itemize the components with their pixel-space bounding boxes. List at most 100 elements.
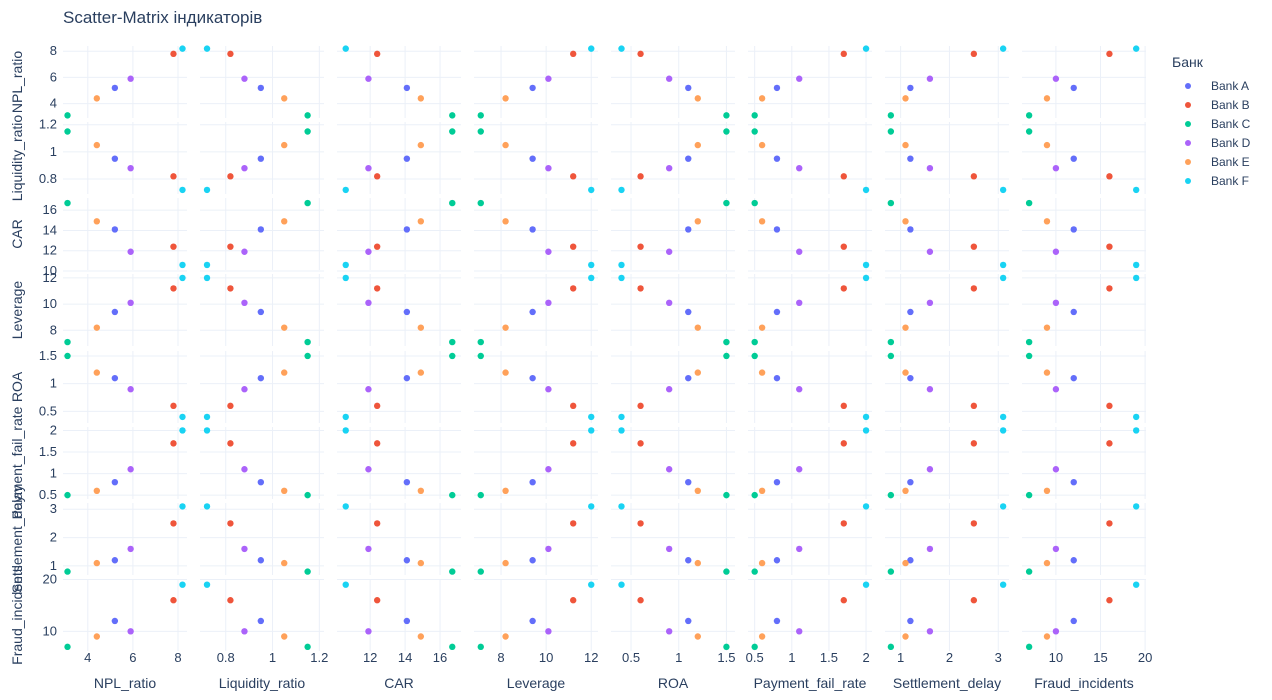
panel-Payment_fail_rate-vs-ROA[interactable] (611, 427, 735, 499)
point-bank-c[interactable] (449, 128, 456, 135)
point-bank-d[interactable] (1052, 386, 1060, 393)
point-bank-a[interactable] (907, 155, 914, 162)
point-bank-f[interactable] (203, 413, 211, 421)
panel-Liquidity_ratio-vs-Liquidity_ratio[interactable] (200, 122, 324, 194)
point-bank-a[interactable] (111, 84, 119, 92)
panel-Liquidity_ratio-vs-CAR[interactable] (337, 122, 461, 194)
point-bank-e[interactable] (502, 218, 509, 225)
point-bank-c[interactable] (887, 338, 895, 346)
point-bank-e[interactable] (281, 218, 288, 225)
point-bank-b[interactable] (570, 597, 577, 604)
point-bank-f[interactable] (179, 427, 186, 434)
point-bank-d[interactable] (796, 248, 803, 255)
point-bank-d[interactable] (127, 628, 134, 635)
point-bank-c[interactable] (304, 199, 311, 207)
point-bank-d[interactable] (926, 164, 934, 172)
point-bank-a[interactable] (773, 308, 781, 316)
point-bank-f[interactable] (588, 261, 595, 269)
point-bank-b[interactable] (227, 597, 234, 604)
point-bank-b[interactable] (970, 50, 978, 58)
point-bank-c[interactable] (477, 643, 484, 651)
point-bank-b[interactable] (637, 520, 644, 527)
point-bank-e[interactable] (758, 324, 766, 331)
point-bank-e[interactable] (93, 324, 101, 331)
point-bank-f[interactable] (999, 503, 1007, 510)
panel-ROA-vs-CAR[interactable] (337, 351, 461, 423)
point-bank-b[interactable] (840, 597, 847, 604)
point-bank-b[interactable] (227, 402, 234, 410)
point-bank-c[interactable] (477, 199, 484, 207)
point-bank-f[interactable] (618, 261, 625, 269)
point-bank-a[interactable] (257, 374, 265, 382)
point-bank-d[interactable] (545, 628, 552, 635)
panel-NPL_ratio-vs-NPL_ratio[interactable] (63, 45, 187, 119)
point-bank-b[interactable] (373, 50, 381, 58)
point-bank-b[interactable] (170, 597, 177, 604)
point-bank-a[interactable] (907, 226, 914, 233)
point-bank-c[interactable] (477, 568, 484, 575)
point-bank-e[interactable] (902, 369, 909, 376)
point-bank-d[interactable] (127, 386, 134, 393)
point-bank-a[interactable] (685, 374, 692, 382)
panel-Fraud_incidents-vs-ROA[interactable] (611, 579, 735, 651)
point-bank-d[interactable] (1052, 75, 1060, 82)
point-bank-a[interactable] (257, 155, 265, 162)
point-bank-f[interactable] (862, 581, 870, 588)
point-bank-b[interactable] (170, 285, 177, 292)
point-bank-f[interactable] (618, 45, 625, 52)
point-bank-b[interactable] (227, 50, 234, 58)
point-bank-a[interactable] (257, 557, 265, 564)
point-bank-b[interactable] (970, 173, 978, 180)
point-bank-e[interactable] (902, 218, 909, 225)
panel-Leverage-vs-Leverage[interactable] (474, 274, 598, 346)
panel-CAR-vs-Leverage[interactable] (474, 198, 598, 272)
point-bank-c[interactable] (304, 491, 311, 499)
point-bank-e[interactable] (502, 559, 509, 567)
point-bank-b[interactable] (637, 285, 644, 292)
panel-Settlement_delay-vs-Payment_fail_rate[interactable] (748, 503, 872, 575)
point-bank-b[interactable] (840, 440, 847, 447)
panel-Settlement_delay-vs-NPL_ratio[interactable] (63, 503, 187, 575)
point-bank-a[interactable] (529, 557, 536, 564)
point-bank-b[interactable] (637, 173, 644, 180)
point-bank-f[interactable] (618, 503, 625, 510)
point-bank-d[interactable] (926, 75, 934, 82)
point-bank-f[interactable] (179, 45, 186, 52)
point-bank-a[interactable] (403, 617, 411, 625)
point-bank-b[interactable] (170, 243, 177, 250)
point-bank-e[interactable] (281, 559, 288, 567)
legend-item[interactable]: Bank A (1172, 76, 1250, 95)
point-bank-e[interactable] (93, 633, 101, 640)
point-bank-b[interactable] (970, 243, 978, 250)
panel-Payment_fail_rate-vs-Payment_fail_rate[interactable] (748, 427, 872, 499)
point-bank-f[interactable] (618, 186, 625, 194)
panel-ROA-vs-ROA[interactable] (611, 351, 735, 423)
point-bank-c[interactable] (1025, 643, 1033, 651)
point-bank-e[interactable] (417, 633, 425, 640)
point-bank-a[interactable] (403, 374, 411, 382)
point-bank-e[interactable] (694, 559, 701, 567)
point-bank-a[interactable] (1070, 308, 1077, 316)
panel-ROA-vs-Fraud_incidents[interactable] (1022, 351, 1146, 423)
point-bank-e[interactable] (417, 141, 425, 149)
point-bank-d[interactable] (545, 164, 552, 172)
point-bank-c[interactable] (723, 128, 730, 135)
point-bank-d[interactable] (241, 75, 248, 82)
point-bank-f[interactable] (1132, 581, 1140, 588)
point-bank-e[interactable] (502, 369, 509, 376)
point-bank-c[interactable] (64, 128, 71, 135)
point-bank-a[interactable] (403, 478, 411, 486)
point-bank-a[interactable] (773, 226, 781, 233)
point-bank-e[interactable] (902, 324, 909, 331)
point-bank-d[interactable] (365, 628, 372, 635)
panel-Payment_fail_rate-vs-Settlement_delay[interactable] (885, 427, 1009, 499)
point-bank-a[interactable] (257, 226, 265, 233)
point-bank-b[interactable] (373, 285, 381, 292)
panel-Liquidity_ratio-vs-Fraud_incidents[interactable] (1022, 122, 1146, 194)
point-bank-c[interactable] (64, 491, 71, 499)
point-bank-a[interactable] (907, 308, 914, 316)
point-bank-e[interactable] (902, 141, 909, 149)
point-bank-e[interactable] (758, 218, 766, 225)
point-bank-b[interactable] (227, 243, 234, 250)
point-bank-f[interactable] (179, 413, 186, 421)
